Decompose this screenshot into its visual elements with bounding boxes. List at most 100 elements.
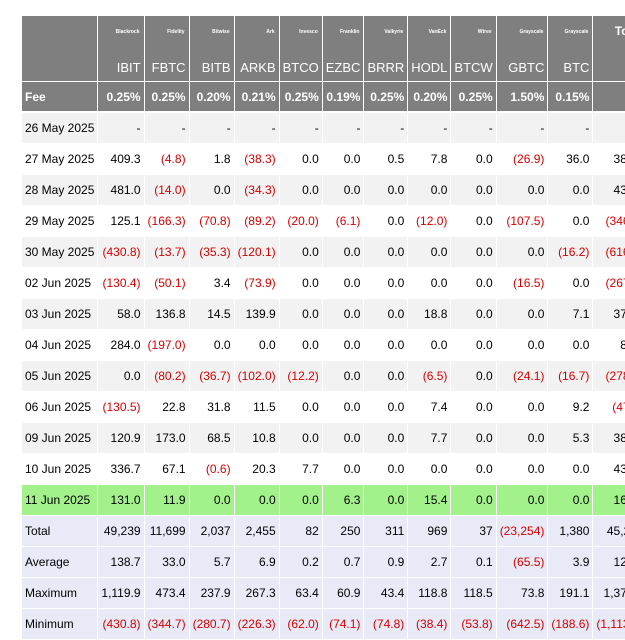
summary-cell: (280.7) xyxy=(188,608,235,640)
row-total-cell: 375.1 xyxy=(592,298,625,330)
issuer-header: Franklin xyxy=(321,16,364,53)
flow-cell: 7.1 xyxy=(547,298,593,330)
flow-cell: - xyxy=(143,112,190,144)
flow-cell: (6.1) xyxy=(321,205,364,237)
fee-value: 0.21% xyxy=(233,81,280,113)
flow-cell: 481.0 xyxy=(97,174,145,206)
flow-cell: 0.0 xyxy=(321,267,364,299)
flow-cell: (4.8) xyxy=(143,143,190,175)
flow-cell: (16.2) xyxy=(547,236,593,268)
fee-label: Fee xyxy=(22,81,98,113)
row-total-cell: (267.5) xyxy=(592,267,625,299)
flow-cell: 58.0 xyxy=(97,298,145,330)
row-total-cell: 87.0 xyxy=(592,329,625,361)
flow-cell: 0.0 xyxy=(278,143,323,175)
summary-cell: 118.5 xyxy=(450,577,497,609)
ticker-header: BTCW xyxy=(450,53,497,82)
flow-cell: 0.0 xyxy=(278,267,323,299)
row-total-cell: 386.2 xyxy=(592,422,625,454)
summary-cell: 3.9 xyxy=(547,546,593,578)
flow-cell: (12.0) xyxy=(407,205,451,237)
flow-cell: - xyxy=(450,112,497,144)
flow-cell: 0.0 xyxy=(363,360,408,392)
issuer-header-row: Blackrock Fidelity Bitwise Ark Invesco Frankl… xyxy=(22,16,625,53)
flow-cell: 284.0 xyxy=(97,329,145,361)
flow-cell: (6.5) xyxy=(407,360,451,392)
flow-cell: 0.0 xyxy=(363,453,408,485)
summary-cell: (53.8) xyxy=(450,608,497,640)
flow-cell: 0.0 xyxy=(321,329,364,361)
fee-row: Fee 0.25% 0.25% 0.20% 0.21% 0.25% 0.19% 0.25% 0.… xyxy=(22,81,625,113)
summary-cell: 2,037 xyxy=(188,515,235,547)
flow-cell: 0.0 xyxy=(547,267,593,299)
fee-total-spacer xyxy=(592,81,625,113)
summary-cell: (344.7) xyxy=(143,608,190,640)
row-date: 29 May 2025 xyxy=(22,205,98,237)
summary-cell: 191.1 xyxy=(547,577,593,609)
summary-row: Minimum (430.8) (344.7) (280.7) (226.3) (62.0… xyxy=(22,608,625,640)
flow-cell: - xyxy=(233,112,280,144)
table-row: 02 Jun 2025 (130.4) (50.1) 3.4 (73.9) 0.0 0.0 0… xyxy=(22,267,625,299)
flow-cell: 0.0 xyxy=(321,360,364,392)
flow-cell: 0.0 xyxy=(450,205,497,237)
summary-cell: (226.3) xyxy=(233,608,280,640)
flow-cell: 0.0 xyxy=(495,174,548,206)
fee-value: 0.15% xyxy=(547,81,593,113)
row-total-cell: 0.0 xyxy=(592,112,625,144)
flow-cell: 0.0 xyxy=(321,453,364,485)
ticker-header: IBIT xyxy=(97,53,145,82)
issuer-header: Ark xyxy=(233,16,280,53)
flow-cell: 0.0 xyxy=(495,484,548,516)
flow-cell: (35.3) xyxy=(188,236,235,268)
summary-cell: 6.9 xyxy=(233,546,280,578)
flow-cell: (130.5) xyxy=(97,391,145,423)
flow-cell: 0.0 xyxy=(363,329,408,361)
flow-cell: 0.0 xyxy=(547,329,593,361)
flow-cell: 131.0 xyxy=(97,484,145,516)
summary-cell: (188.6) xyxy=(547,608,593,640)
summary-cell: 49,239 xyxy=(97,515,145,547)
flow-cell: (130.4) xyxy=(97,267,145,299)
flow-cell: 14.5 xyxy=(188,298,235,330)
flow-cell: 0.0 xyxy=(450,267,497,299)
row-date: 02 Jun 2025 xyxy=(22,267,98,299)
flow-cell: 139.9 xyxy=(233,298,280,330)
flow-cell: 0.0 xyxy=(407,174,451,206)
summary-label: Maximum xyxy=(22,577,98,609)
summary-row: Average 138.7 33.0 5.7 6.9 0.2 0.7 0.9 2.7 0.1 (65… xyxy=(22,546,625,578)
flow-cell: 0.0 xyxy=(321,143,364,175)
summary-cell: (62.0) xyxy=(278,608,323,640)
fee-value: 0.25% xyxy=(278,81,323,113)
summary-label: Minimum xyxy=(22,608,98,640)
summary-cell: 473.4 xyxy=(143,577,190,609)
flow-cell: (70.8) xyxy=(188,205,235,237)
flow-cell: 0.0 xyxy=(321,391,364,423)
flow-cell: 7.7 xyxy=(278,453,323,485)
issuer-header: Grayscale xyxy=(547,16,593,53)
ticker-header: FBTC xyxy=(143,53,190,82)
flow-cell: 0.0 xyxy=(363,174,408,206)
issuer-header: Bitwise xyxy=(188,16,235,53)
flow-cell: 0.0 xyxy=(278,484,323,516)
flow-cell: 0.0 xyxy=(495,391,548,423)
summary-cell: 0.9 xyxy=(363,546,408,578)
corner-cell xyxy=(22,53,98,82)
flow-cell: 0.0 xyxy=(363,422,408,454)
flow-cell: 0.0 xyxy=(450,484,497,516)
flow-cell: (430.8) xyxy=(97,236,145,268)
flow-cell: 6.3 xyxy=(321,484,364,516)
row-date: 26 May 2025 xyxy=(22,112,98,144)
flow-cell: (80.2) xyxy=(143,360,190,392)
flow-cell: 0.0 xyxy=(450,422,497,454)
row-total-cell: (278.4) xyxy=(592,360,625,392)
ticker-header: BITB xyxy=(188,53,235,82)
flow-cell: 0.0 xyxy=(278,422,323,454)
flow-cell: (166.3) xyxy=(143,205,190,237)
flow-cell: 0.0 xyxy=(450,360,497,392)
summary-cell: 37 xyxy=(450,515,497,547)
flow-cell: 7.4 xyxy=(407,391,451,423)
flow-cell: 0.0 xyxy=(495,298,548,330)
flow-cell: (14.0) xyxy=(143,174,190,206)
summary-cell: 0.2 xyxy=(278,546,323,578)
flow-cell: (12.2) xyxy=(278,360,323,392)
